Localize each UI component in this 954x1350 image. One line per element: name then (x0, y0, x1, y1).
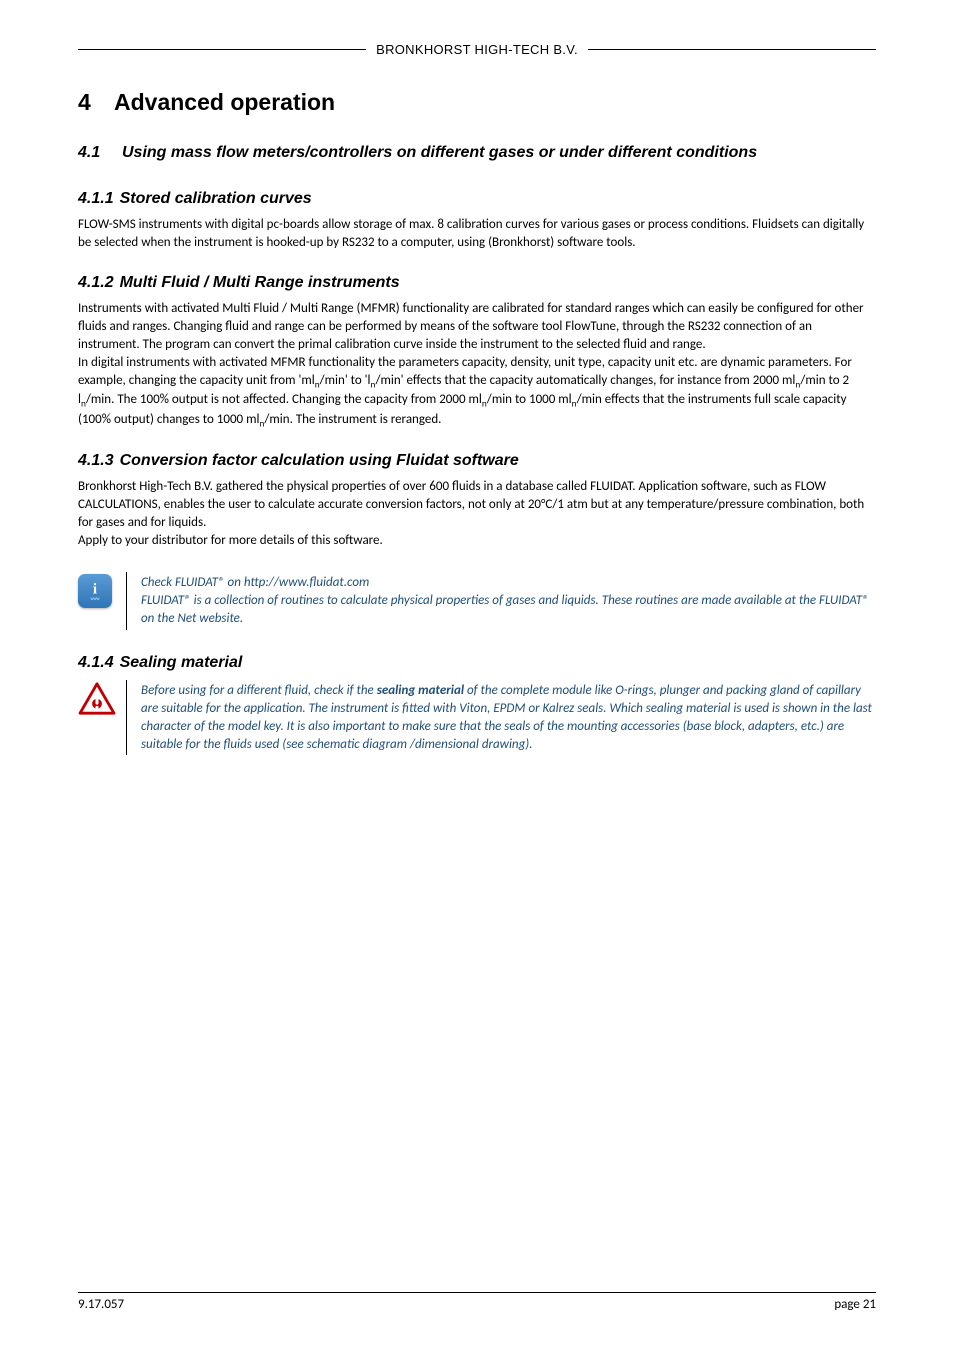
section-4-1-3-number: 4.1.3 (78, 452, 114, 470)
warning-icon-col (78, 680, 126, 716)
section-4-1-3-heading: 4.1.3 Conversion factor calculation using… (78, 452, 876, 470)
page-header: BRONKHORST HIGH-TECH B.V. (78, 42, 876, 57)
svg-text:i: i (93, 581, 97, 597)
chapter-title: Advanced operation (114, 89, 335, 115)
chapter-heading: 4Advanced operation (78, 89, 876, 116)
section-4-1-2-body: Instruments with activated Multi Fluid /… (78, 300, 876, 430)
svg-text:www: www (90, 596, 100, 601)
callout-divider (126, 572, 127, 630)
section-4-1-2-heading: 4.1.2 Multi Fluid / Multi Range instrumen… (78, 274, 876, 292)
section-4-1-2-title: Multi Fluid / Multi Range instruments (120, 274, 400, 291)
info-icon-col: iwww (78, 572, 126, 608)
section-4-1-1-title: Stored calibration curves (120, 190, 312, 207)
header-rule-left (78, 49, 366, 50)
company-name: BRONKHORST HIGH-TECH B.V. (366, 42, 588, 57)
footer-page-number: page 21 (834, 1297, 876, 1312)
section-4-1-3-body: Bronkhorst High-Tech B.V. gathered the p… (78, 478, 876, 550)
footer-doc-number: 9.17.057 (78, 1297, 124, 1312)
section-4-1-4-number: 4.1.4 (78, 654, 114, 672)
section-4-1-4-heading: 4.1.4 Sealing material (78, 654, 876, 672)
section-4-1-2-number: 4.1.2 (78, 274, 114, 292)
section-4-1-1-body: FLOW-SMS instruments with digital pc-boa… (78, 216, 876, 252)
page-footer: 9.17.057 page 21 (78, 1292, 876, 1312)
warning-callout-text: Before using for a different fluid, chec… (141, 680, 876, 756)
section-4-1-1-number: 4.1.1 (78, 190, 114, 208)
warning-text-prefix: Before using for a different fluid, chec… (141, 683, 377, 698)
callout-divider (126, 680, 127, 756)
section-4-1-heading: 4.1 Using mass flow meters/controllers o… (78, 144, 876, 162)
section-4-1-number: 4.1 (78, 144, 122, 162)
header-rule-right (588, 49, 876, 50)
section-4-1-4-title: Sealing material (120, 654, 243, 671)
info-callout: iwww Check FLUIDAT® on http://www.fluida… (78, 572, 876, 630)
section-4-1-1-heading: 4.1.1 Stored calibration curves (78, 190, 876, 208)
chapter-number: 4 (78, 89, 114, 116)
warning-icon (78, 682, 116, 716)
warning-callout: Before using for a different fluid, chec… (78, 680, 876, 756)
info-callout-text: Check FLUIDAT® on http://www.fluidat.com… (141, 572, 876, 630)
section-4-1-3-title: Conversion factor calculation using Flui… (120, 452, 519, 469)
section-4-1-title: Using mass flow meters/controllers on di… (122, 144, 876, 162)
warning-text-bold: sealing material (377, 683, 464, 698)
info-icon: iwww (78, 574, 112, 608)
